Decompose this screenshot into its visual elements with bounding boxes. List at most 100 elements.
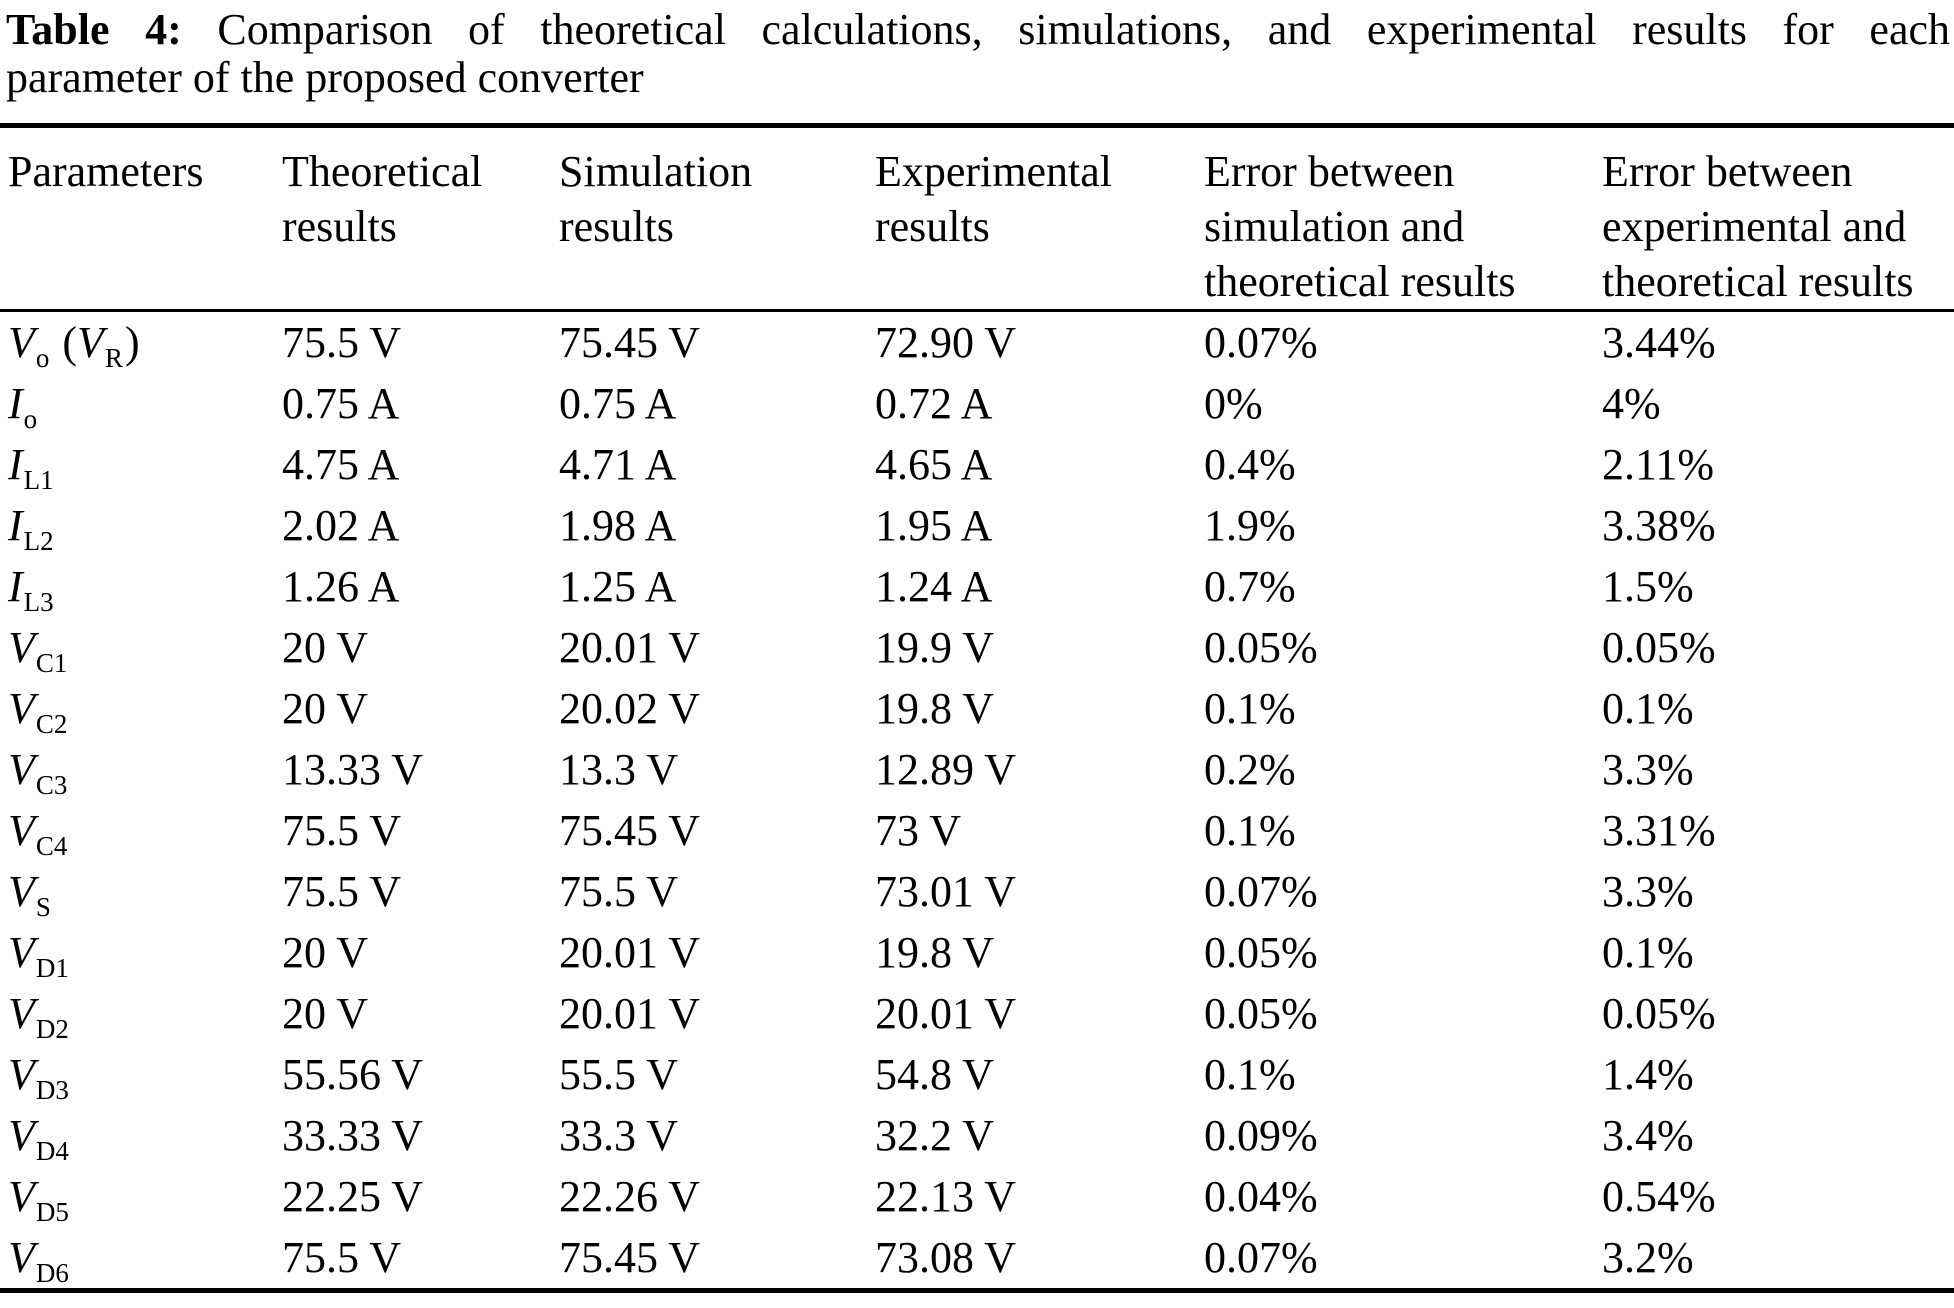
column-header-4: Experimental results xyxy=(875,125,1204,312)
simulation-cell: 55.5 V xyxy=(559,1050,678,1099)
table-row: VC2 20 V 20.02 V 19.8 V 0.1% 0.1% xyxy=(0,678,1954,739)
experimental-cell: 73.08 V xyxy=(875,1233,1016,1282)
experimental-cell: 73.01 V xyxy=(875,867,1016,916)
simulation-cell: 13.3 V xyxy=(559,745,678,794)
parameter-subscript: D4 xyxy=(35,1136,69,1166)
header-row: Parameters Theoretical results Simulation re… xyxy=(0,125,1954,312)
experimental-cell: 1.95 A xyxy=(875,501,993,550)
parameter-subscript: C3 xyxy=(35,770,68,800)
parameter-subscript: L1 xyxy=(23,465,54,495)
simulation-cell: 20.01 V xyxy=(559,623,700,672)
experimental-cell: 73 V xyxy=(875,806,961,855)
experimental-cell: 72.90 V xyxy=(875,318,1016,367)
table-row: VD5 22.25 V 22.26 V 22.13 V 0.04% 0.54% xyxy=(0,1166,1954,1227)
table-row: VD2 20 V 20.01 V 20.01 V 0.05% 0.05% xyxy=(0,983,1954,1044)
parameter-symbol: V xyxy=(8,928,35,977)
simulation-cell: 1.98 A xyxy=(559,501,677,550)
error-simulation-cell: 0.05% xyxy=(1204,928,1318,977)
table-row: VC4 75.5 V 75.45 V 73 V 0.1% 3.31% xyxy=(0,800,1954,861)
theoretical-cell: 20 V xyxy=(282,928,368,977)
parameter-cell: VC2 xyxy=(0,678,282,739)
simulation-cell: 20.02 V xyxy=(559,684,700,733)
parameter-symbol: V xyxy=(8,623,35,672)
table-row: VC1 20 V 20.01 V 19.9 V 0.05% 0.05% xyxy=(0,617,1954,678)
parameter-subscript: D6 xyxy=(35,1258,69,1288)
parameter-cell: VC4 xyxy=(0,800,282,861)
parameter-symbol: V xyxy=(77,318,104,367)
error-simulation-cell: 0.05% xyxy=(1204,989,1318,1038)
error-experimental-cell: 3.31% xyxy=(1602,806,1716,855)
parameter-cell: VC1 xyxy=(0,617,282,678)
table-row: Vo (VR) 75.5 V 75.45 V 72.90 V 0.07% 3.44% xyxy=(0,311,1954,373)
experimental-cell: 19.9 V xyxy=(875,623,994,672)
parameter-cell: VD2 xyxy=(0,983,282,1044)
error-simulation-cell: 0% xyxy=(1204,379,1263,428)
parameter-symbol: V xyxy=(8,1233,35,1282)
parameter-subscript: o xyxy=(35,343,50,373)
parameter-symbol: V xyxy=(8,745,35,794)
parameter-subscript: C4 xyxy=(35,831,68,861)
parameter-cell: IL2 xyxy=(0,495,282,556)
error-simulation-cell: 0.07% xyxy=(1204,318,1318,367)
table-caption: Table 4: Comparison of theoretical calcu… xyxy=(0,0,1954,102)
column-header-1: Parameters xyxy=(0,125,282,312)
error-simulation-cell: 0.2% xyxy=(1204,745,1296,794)
table-caption-label: Table 4: xyxy=(6,5,182,54)
theoretical-cell: 33.33 V xyxy=(282,1111,423,1160)
simulation-cell: 20.01 V xyxy=(559,989,700,1038)
parameter-subscript: D2 xyxy=(35,1014,69,1044)
parameter-symbol: I xyxy=(8,501,23,550)
parameter-cell: VD6 xyxy=(0,1227,282,1291)
theoretical-cell: 0.75 A xyxy=(282,379,400,428)
table-row: VS 75.5 V 75.5 V 73.01 V 0.07% 3.3% xyxy=(0,861,1954,922)
theoretical-cell: 2.02 A xyxy=(282,501,400,550)
column-header-2: Theoretical results xyxy=(282,125,559,312)
parameter-cell: IL1 xyxy=(0,434,282,495)
error-simulation-cell: 0.04% xyxy=(1204,1172,1318,1221)
parameter-symbol: V xyxy=(8,1172,35,1221)
column-header-3: Simulation results xyxy=(559,125,875,312)
error-experimental-cell: 0.54% xyxy=(1602,1172,1716,1221)
results-table-body: Vo (VR) 75.5 V 75.45 V 72.90 V 0.07% 3.44% Io 0… xyxy=(0,311,1954,1291)
parameter-cell: VS xyxy=(0,861,282,922)
error-experimental-cell: 3.38% xyxy=(1602,501,1716,550)
parameter-subscript: S xyxy=(35,892,51,922)
error-experimental-cell: 3.3% xyxy=(1602,745,1694,794)
table-row: IL2 2.02 A 1.98 A 1.95 A 1.9% 3.38% xyxy=(0,495,1954,556)
table-row: VD6 75.5 V 75.45 V 73.08 V 0.07% 3.2% xyxy=(0,1227,1954,1291)
parameter-subscript: C1 xyxy=(35,648,68,678)
theoretical-cell: 13.33 V xyxy=(282,745,423,794)
table-row: IL3 1.26 A 1.25 A 1.24 A 0.7% 1.5% xyxy=(0,556,1954,617)
simulation-cell: 1.25 A xyxy=(559,562,677,611)
parameter-cell: Vo (VR) xyxy=(8,318,140,373)
parameter-cell: VD1 xyxy=(0,922,282,983)
theoretical-cell: 4.75 A xyxy=(282,440,400,489)
parameter-subscript: D1 xyxy=(35,953,69,983)
experimental-cell: 12.89 V xyxy=(875,745,1016,794)
parameter-cell: VC3 xyxy=(0,739,282,800)
experimental-cell: 1.24 A xyxy=(875,562,993,611)
error-experimental-cell: 3.4% xyxy=(1602,1111,1694,1160)
parameter-subscript: D3 xyxy=(35,1075,69,1105)
experimental-cell: 20.01 V xyxy=(875,989,1016,1038)
simulation-cell: 75.45 V xyxy=(559,1233,700,1282)
error-simulation-cell: 0.1% xyxy=(1204,806,1296,855)
parameter-symbol: V xyxy=(8,684,35,733)
parameter-symbol: V xyxy=(8,1111,35,1160)
experimental-cell: 32.2 V xyxy=(875,1111,994,1160)
theoretical-cell: 75.5 V xyxy=(282,1233,401,1282)
error-experimental-cell: 1.4% xyxy=(1602,1050,1694,1099)
theoretical-cell: 75.5 V xyxy=(282,806,401,855)
simulation-cell: 0.75 A xyxy=(559,379,677,428)
parameter-symbol: V xyxy=(8,318,35,367)
parameter-subscript: L3 xyxy=(23,587,54,617)
error-experimental-cell: 0.1% xyxy=(1602,928,1694,977)
experimental-cell: 54.8 V xyxy=(875,1050,994,1099)
theoretical-cell: 20 V xyxy=(282,989,368,1038)
table-row: VD1 20 V 20.01 V 19.8 V 0.05% 0.1% xyxy=(0,922,1954,983)
error-experimental-cell: 2.11% xyxy=(1602,440,1715,489)
table-row: VD4 33.33 V 33.3 V 32.2 V 0.09% 3.4% xyxy=(0,1105,1954,1166)
error-simulation-cell: 0.7% xyxy=(1204,562,1296,611)
experimental-cell: 22.13 V xyxy=(875,1172,1016,1221)
simulation-cell: 4.71 A xyxy=(559,440,677,489)
